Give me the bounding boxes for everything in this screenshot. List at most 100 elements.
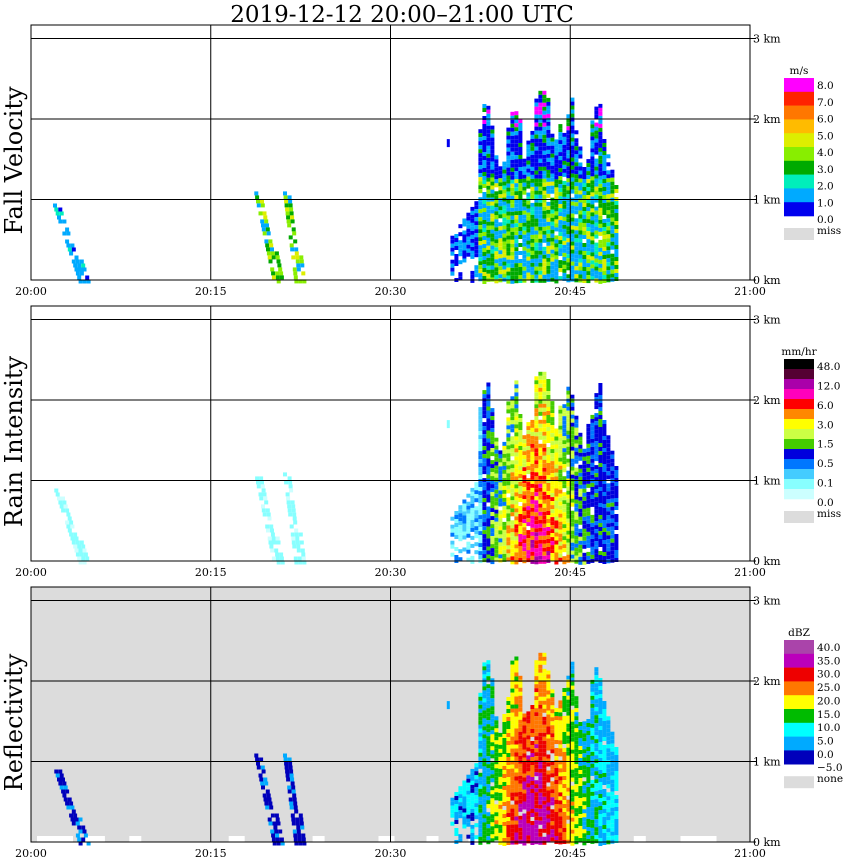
echo-cell <box>482 252 487 256</box>
echo-cell <box>570 117 575 122</box>
echo-cell <box>506 159 511 164</box>
echo-cell <box>494 163 499 168</box>
echo-cell <box>586 239 591 244</box>
echo-cell <box>506 143 511 148</box>
echo-cell <box>570 701 575 706</box>
echo-cell <box>522 270 527 275</box>
echo-cell <box>514 796 519 801</box>
echo-cell <box>458 802 463 807</box>
echo-cell <box>510 512 515 517</box>
echo-cell <box>486 189 491 194</box>
echo-cell <box>574 491 579 496</box>
echo-cell <box>562 508 567 513</box>
echo-cell <box>518 267 523 271</box>
echo-cell <box>478 221 483 226</box>
echo-cell <box>542 222 547 227</box>
echo-cell <box>498 266 503 271</box>
echo-cell <box>518 470 523 474</box>
echo-cell <box>454 258 459 262</box>
echo-cell <box>494 832 499 837</box>
colorbar-label: 40.0 <box>817 642 840 654</box>
echo-cell <box>482 662 487 667</box>
echo-cell <box>75 552 80 557</box>
echo-cell <box>570 185 575 190</box>
echo-cell <box>289 524 294 529</box>
echo-cell <box>534 194 539 199</box>
echo-cell <box>598 395 603 399</box>
echo-cell <box>570 741 575 746</box>
echo-cell <box>570 813 575 818</box>
echo-cell <box>470 238 475 243</box>
echo-cell <box>578 270 583 275</box>
echo-cell <box>482 454 487 459</box>
echo-cell <box>582 255 587 259</box>
echo-cell <box>530 166 535 171</box>
echo-cell <box>558 224 563 229</box>
echo-cell <box>506 211 511 216</box>
echo-cell <box>578 230 583 235</box>
echo-cell <box>538 150 543 155</box>
echo-cell <box>534 780 539 785</box>
echo-cell <box>490 560 495 565</box>
echo-cell <box>518 707 523 712</box>
echo-cell <box>598 483 603 487</box>
echo-cell <box>538 523 543 528</box>
echo-cell <box>270 548 275 553</box>
echo-cell <box>558 260 563 265</box>
echo-cell <box>299 255 304 260</box>
echo-cell <box>542 106 547 111</box>
echo-cell <box>570 217 575 222</box>
echo-cell <box>566 695 571 700</box>
echo-cell <box>570 757 575 762</box>
echo-cell <box>578 810 583 814</box>
echo-cell <box>542 499 547 504</box>
echo-cell <box>606 792 611 797</box>
echo-cell <box>474 811 479 816</box>
echo-cell <box>574 226 579 231</box>
echo-cell <box>570 482 575 487</box>
echo-cell <box>562 252 567 257</box>
y-tick-label: 3 km <box>753 595 781 608</box>
echo-cell <box>586 439 591 444</box>
echo-cell <box>546 694 551 699</box>
echo-cell <box>562 204 567 209</box>
echo-cell <box>522 487 527 492</box>
echo-cell <box>490 241 495 246</box>
echo-cell <box>530 431 535 436</box>
echo-cell <box>562 452 567 457</box>
echo-cell <box>506 529 511 534</box>
echo-cell <box>490 201 495 206</box>
echo-cell <box>297 837 302 842</box>
echo-cell <box>518 422 523 426</box>
echo-cell <box>542 399 547 404</box>
echo-cell <box>534 202 539 207</box>
echo-cell <box>518 195 523 199</box>
echo-cell <box>606 194 611 199</box>
echo-cell <box>562 188 567 193</box>
echo-cell <box>58 769 63 774</box>
echo-cell <box>526 494 531 499</box>
echo-cell <box>578 488 583 493</box>
echo-cell <box>478 459 483 464</box>
echo-cell <box>538 788 543 793</box>
echo-cell <box>498 222 503 227</box>
echo-cell <box>514 780 519 785</box>
echo-cell <box>498 796 503 801</box>
echo-cell <box>602 468 607 472</box>
echo-cell <box>566 518 571 523</box>
echo-cell <box>538 519 543 524</box>
echo-cell <box>542 764 547 769</box>
echo-cell <box>530 262 535 267</box>
echo-cell <box>446 420 450 429</box>
echo-cell <box>526 530 531 535</box>
echo-cell <box>610 209 615 214</box>
echo-cell <box>558 132 563 137</box>
echo-cell <box>474 229 479 234</box>
echo-cell <box>494 211 499 216</box>
echo-cell <box>614 229 619 233</box>
echo-region-1 <box>54 488 90 565</box>
echo-cell <box>558 501 563 506</box>
echo-cell <box>263 215 268 220</box>
echo-cell <box>526 522 531 527</box>
echo-cell <box>526 811 531 816</box>
